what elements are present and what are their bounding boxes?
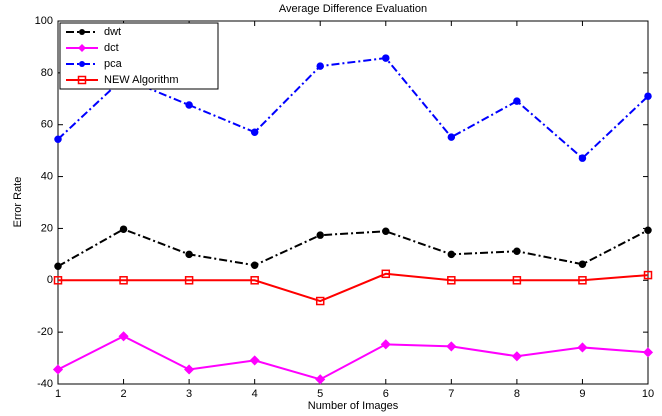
marker	[250, 128, 259, 136]
marker	[643, 270, 653, 280]
marker	[54, 262, 62, 271]
marker	[577, 342, 588, 353]
marker	[184, 364, 195, 375]
marker	[54, 135, 62, 143]
legend-marker	[78, 44, 86, 52]
x-tick-label: 9	[579, 388, 585, 400]
legend-marker	[77, 75, 87, 85]
x-tick-label: 3	[186, 388, 192, 400]
legend-label: NEW Algorithm	[104, 74, 179, 86]
marker	[446, 341, 457, 352]
marker	[382, 227, 390, 236]
marker	[644, 92, 652, 100]
marker	[380, 339, 391, 350]
y-tick-label: 60	[41, 119, 53, 131]
series-line	[57, 335, 649, 381]
legend-box	[59, 22, 219, 90]
marker	[578, 276, 587, 285]
series-line	[58, 272, 649, 303]
marker	[316, 231, 324, 239]
y-tick-label: 40	[41, 170, 53, 182]
y-tick-label: 80	[41, 67, 53, 79]
y-tick-label: -40	[37, 378, 53, 390]
marker	[447, 250, 456, 259]
marker	[513, 247, 521, 255]
series-line	[57, 57, 649, 160]
x-tick-label: 2	[120, 388, 126, 400]
marker	[642, 347, 654, 358]
marker	[119, 225, 128, 233]
legend-label: dct	[104, 42, 119, 54]
marker	[119, 276, 128, 285]
chart-title: Average Difference Evaluation	[279, 3, 427, 15]
marker	[185, 250, 193, 259]
marker	[381, 269, 391, 279]
x-tick-label: 4	[252, 388, 258, 400]
marker	[513, 97, 521, 105]
x-tick-label: 10	[642, 388, 654, 400]
marker	[447, 133, 456, 141]
y-tick-label: -20	[37, 326, 53, 338]
legend-label: pca	[104, 58, 123, 70]
marker	[578, 154, 587, 162]
series-line	[57, 228, 649, 268]
marker	[184, 276, 194, 285]
marker	[316, 62, 324, 70]
x-axis-label: Number of Images	[308, 400, 399, 412]
marker	[52, 364, 64, 375]
marker	[315, 296, 325, 306]
y-tick-label: 20	[41, 222, 53, 234]
y-tick-label: 0	[47, 274, 53, 286]
marker	[511, 351, 522, 362]
legend-label: dwt	[104, 26, 121, 38]
x-tick-label: 7	[448, 388, 454, 400]
plot-frame	[57, 20, 649, 385]
x-tick-label: 5	[317, 388, 323, 400]
marker	[118, 331, 129, 342]
marker	[250, 276, 259, 285]
y-axis-label: Error Rate	[12, 177, 24, 228]
marker	[53, 276, 63, 285]
marker	[512, 276, 522, 285]
x-tick-label: 8	[514, 388, 520, 400]
marker	[315, 374, 326, 385]
x-tick-label: 1	[55, 388, 61, 400]
legend-marker	[79, 29, 85, 35]
marker	[644, 226, 652, 234]
marker	[578, 260, 587, 268]
marker	[382, 54, 390, 62]
marker	[250, 261, 259, 269]
marker	[185, 101, 193, 109]
marker	[447, 276, 456, 285]
marker	[249, 355, 260, 366]
x-tick-label: 6	[383, 388, 389, 400]
y-tick-label: 100	[35, 15, 53, 27]
legend-marker	[79, 61, 85, 67]
